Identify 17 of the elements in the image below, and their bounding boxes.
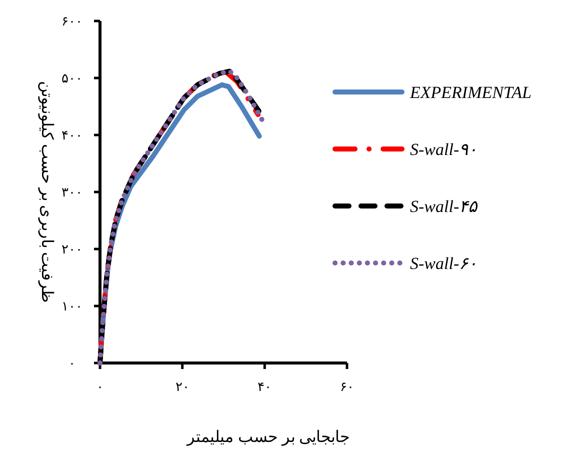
y-tick-label: ۶۰۰ [62,14,82,29]
legend-label: S-wall-۹۰ [410,140,478,159]
x-tick-label: ۴۰ [258,379,272,394]
legend-label: EXPERIMENTAL [409,82,532,102]
y-axis-title: ظرفیت باربری بر حسب کیلونیوتن [38,81,55,303]
y-tick-label: ۲۰۰ [62,242,82,257]
x-tick-label: ۲۰ [175,379,190,394]
x-axis-title: جابجایی بر حسب میلیمتر [186,429,350,446]
legend-label: S-wall-۶۰ [410,254,478,273]
y-tick-label: ۱۰۰ [62,298,82,314]
legend-label: S-wall-۴۵ [410,196,478,216]
y-tick-label: ۰ [68,356,76,371]
x-tick-label: ۶۰ [340,379,354,394]
x-tick-label: ۰ [96,379,104,394]
y-tick-label: ۴۰۰ [62,128,82,143]
y-tick-label: ۵۰۰ [62,70,82,86]
y-tick-label: ۳۰۰ [62,184,82,200]
